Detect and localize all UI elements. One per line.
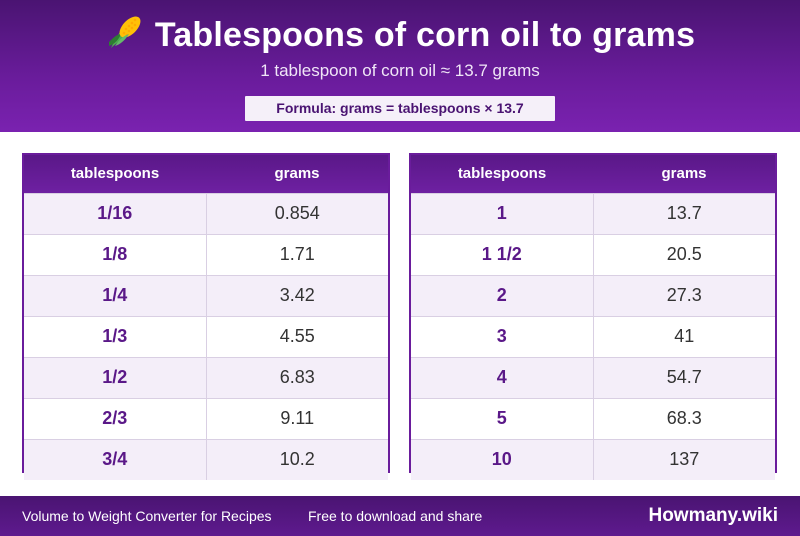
grams-cell: 137 [669,449,700,469]
tablespoons-cell: 1/8 [24,235,207,275]
conversion-table-left: tablespoons grams 1/16 0.854 1/8 1.71 1/4 3… [22,153,390,480]
table-row: 1/3 4.55 [24,316,388,357]
table-row: 2 27.3 [411,275,775,316]
table-row: 1 13.7 [411,193,775,234]
tablespoons-cell: 1/3 [24,317,207,357]
grams-cell: 1.71 [279,244,315,264]
tablespoons-cell: 1/4 [24,276,207,316]
grams-cell: 41 [674,326,695,346]
page-title: Tablespoons of corn oil to grams [0,12,800,55]
table-row: 1 1/2 20.5 [411,234,775,275]
footer-bar: Volume to Weight Converter for Recipes F… [0,496,800,536]
tablespoons-cell: 2/3 [24,399,207,439]
grams-cell: 4.55 [279,326,315,346]
brand-logo[interactable]: Howmany.wiki [648,505,778,526]
tablespoons-cell: 1 1/2 [411,235,594,275]
table-header: tablespoons grams [24,155,388,193]
corn-icon [108,16,141,48]
grams-cell: 54.7 [666,367,702,387]
table-row: 1/16 0.854 [24,193,388,234]
subtitle: 1 tablespoon of corn oil ≈ 13.7 grams [260,61,540,80]
grams-cell: 3.42 [279,285,315,305]
tablespoons-cell: 1/16 [24,194,207,234]
column-header-tablespoons: tablespoons [457,165,547,182]
footer-share-text: Free to download and share [308,508,483,524]
table-row: 5 68.3 [411,398,775,439]
tablespoons-cell: 1 [411,194,594,234]
title-text: Tablespoons of corn oil to grams [154,16,696,54]
table-row: 3/4 10.2 [24,439,388,480]
column-header-tablespoons: tablespoons [70,165,160,182]
table-row: 1/4 3.42 [24,275,388,316]
grams-cell: 6.83 [279,367,315,387]
grams-cell: 27.3 [666,285,702,305]
grams-cell: 9.11 [280,408,315,428]
tablespoons-cell: 5 [411,399,594,439]
conversion-table-right: tablespoons grams 1 13.7 1 1/2 20.5 2 27.3 … [409,153,777,480]
column-header-grams: grams [661,165,707,182]
footer-converter-text: Volume to Weight Converter for Recipes [22,508,272,524]
table-row: 2/3 9.11 [24,398,388,439]
header-banner: Tablespoons of corn oil to grams 1 table… [0,0,800,132]
table-row: 1/8 1.71 [24,234,388,275]
table-row: 10 137 [411,439,775,480]
tablespoons-cell: 1/2 [24,358,207,398]
tablespoons-cell: 4 [411,358,594,398]
table-header: tablespoons grams [411,155,775,193]
formula-box: Formula: grams = tablespoons × 13.7 [245,96,555,121]
tablespoons-cell: 10 [411,440,594,480]
column-header-grams: grams [274,165,320,182]
tablespoons-cell: 3 [411,317,594,357]
table-row: 1/2 6.83 [24,357,388,398]
tablespoons-cell: 2 [411,276,594,316]
grams-cell: 0.854 [274,203,320,223]
grams-cell: 13.7 [666,203,702,223]
grams-cell: 20.5 [666,244,702,264]
table-row: 3 41 [411,316,775,357]
tablespoons-cell: 3/4 [24,440,207,480]
table-row: 4 54.7 [411,357,775,398]
grams-cell: 68.3 [666,408,702,428]
grams-cell: 10.2 [279,449,315,469]
